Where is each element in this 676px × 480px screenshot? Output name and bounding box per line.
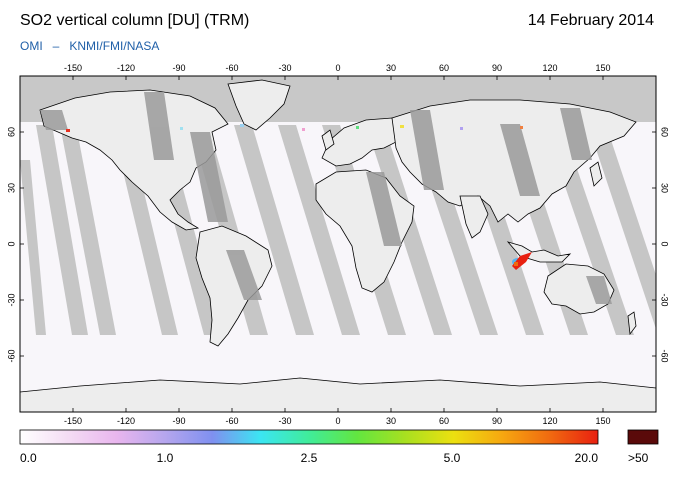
lon-tick-label-top: -120 <box>117 63 135 73</box>
landmass-japan <box>589 161 603 187</box>
map-axes: -150 -150 -120 -120 -90 -90 -60 -60 -30 -30 0 0 30 30… <box>6 63 669 426</box>
lon-tick-label-bottom: 120 <box>542 416 557 426</box>
lon-tick-label-bottom: -120 <box>117 416 135 426</box>
landmass-greenland <box>227 79 291 131</box>
lon-tick-label-top: 120 <box>542 63 557 73</box>
landmass-india <box>459 195 489 239</box>
land-shade <box>226 250 262 300</box>
orbit-gap <box>60 125 116 335</box>
land-shade <box>366 172 402 246</box>
lon-tick-label-top: 150 <box>595 63 610 73</box>
noise-dot <box>520 126 523 129</box>
lon-tick-label-top: -150 <box>64 63 82 73</box>
lon-tick-label-bottom: -150 <box>64 416 82 426</box>
lon-tick-label-top: 30 <box>386 63 396 73</box>
map-title: SO2 vertical column [DU] (TRM) <box>20 12 250 29</box>
data-credit: OMI – KNMI/FMI/NASA <box>20 39 159 53</box>
lat-tick-label-left: -60 <box>6 349 16 362</box>
colorbar-ramp <box>19 429 599 445</box>
lat-tick-label-right: -60 <box>660 349 670 362</box>
so2-hotspot <box>512 252 532 270</box>
lon-tick-label-top: -90 <box>172 63 185 73</box>
landmass-antarctica <box>20 377 656 412</box>
hotspot-edge <box>514 262 518 266</box>
noise-dot <box>240 124 244 127</box>
land-shade <box>190 132 228 222</box>
land-shade <box>410 110 444 190</box>
orbit-gap <box>20 160 46 335</box>
noise-dot <box>356 126 359 129</box>
landmass-north-america <box>39 89 229 231</box>
orbit-gap <box>588 125 656 329</box>
credit-institutions: KNMI/FMI/NASA <box>69 39 160 53</box>
land-shade <box>586 276 612 304</box>
landmass-new-zealand <box>627 311 637 336</box>
colorbar-overflow-swatch <box>627 429 659 445</box>
lat-tick-label-left: 60 <box>6 127 16 137</box>
lat-tick-label-left: 0 <box>6 241 16 246</box>
colorbar-label-2: 2.5 <box>301 451 318 465</box>
noise-speckle <box>66 124 523 132</box>
land-shade <box>40 110 68 130</box>
land-shade <box>144 92 174 160</box>
lon-tick-label-top: 0 <box>335 63 340 73</box>
landmass-south-america <box>195 225 273 347</box>
noise-dot <box>460 127 463 130</box>
colorbar-label-overflow: >50 <box>628 451 649 465</box>
land-shade <box>560 108 592 160</box>
lon-tick-label-bottom: 90 <box>492 416 502 426</box>
lon-tick-label-bottom: 0 <box>335 416 340 426</box>
noise-dot <box>302 128 305 131</box>
colorbar-label-1: 1.0 <box>157 451 174 465</box>
orbit-gap <box>36 125 88 335</box>
lon-tick-label-top: -60 <box>225 63 238 73</box>
credit-separator: – <box>52 39 60 53</box>
lat-tick-label-left: 30 <box>6 183 16 193</box>
lon-tick-label-bottom: -90 <box>172 416 185 426</box>
noise-dot <box>400 125 404 128</box>
land-shade <box>500 124 540 196</box>
lat-tick-label-right: 60 <box>660 127 670 137</box>
map-date: 14 February 2014 <box>527 12 654 29</box>
lon-tick-label-top: 90 <box>492 63 502 73</box>
colorbar-label-max: 20.0 <box>575 451 599 465</box>
credit-instrument: OMI <box>20 39 43 53</box>
lon-tick-label-bottom: -30 <box>278 416 291 426</box>
lat-tick-label-left: -30 <box>6 293 16 306</box>
land-swath-shading <box>40 92 612 304</box>
colorbar-label-3: 5.0 <box>444 451 461 465</box>
lon-tick-label-bottom: -60 <box>225 416 238 426</box>
landmass-british-isles <box>321 129 335 151</box>
map-panel <box>20 76 656 412</box>
lat-tick-label-right: 30 <box>660 183 670 193</box>
lon-tick-label-bottom: 30 <box>386 416 396 426</box>
noise-dot <box>180 127 183 130</box>
lon-tick-label-bottom: 60 <box>439 416 449 426</box>
orbit-gap <box>366 125 452 335</box>
lat-tick-label-right: -30 <box>660 293 670 306</box>
orbit-gap <box>278 125 360 335</box>
lon-tick-label-top: 60 <box>439 63 449 73</box>
colorbar-label-min: 0.0 <box>20 451 37 465</box>
lon-tick-label-top: -30 <box>278 63 291 73</box>
orbit-gap <box>234 125 314 335</box>
lon-tick-label-bottom: 150 <box>595 416 610 426</box>
colorbar: 0.0 1.0 2.5 5.0 20.0 >50 <box>19 429 659 465</box>
lat-tick-label-right: 0 <box>660 241 670 246</box>
noise-dot <box>66 129 70 132</box>
